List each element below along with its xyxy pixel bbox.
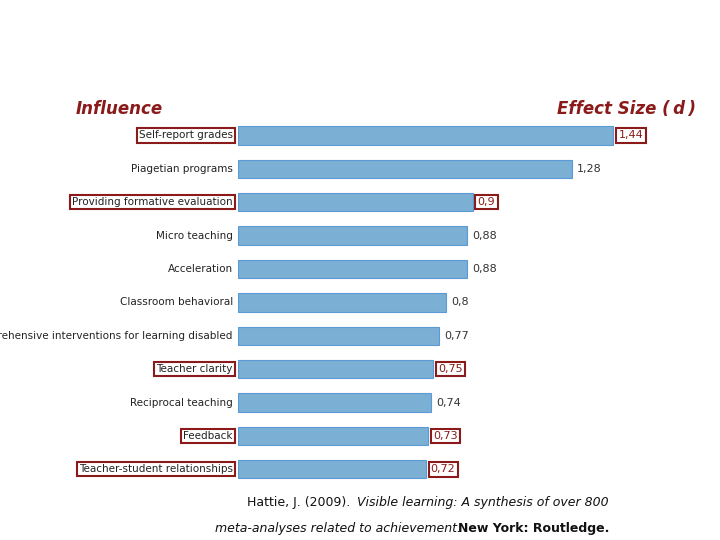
Text: 0,77: 0,77 (444, 331, 469, 341)
Text: Effect Size ( d ): Effect Size ( d ) (557, 100, 696, 118)
Text: Feedback: Feedback (184, 431, 233, 441)
Text: Teacher clarity: Teacher clarity (156, 364, 233, 374)
Text: 1,28: 1,28 (577, 164, 602, 174)
Text: Providing formative evaluation: Providing formative evaluation (72, 197, 233, 207)
Text: 0,73: 0,73 (433, 431, 458, 441)
Bar (238, 427, 428, 445)
Bar (238, 293, 446, 312)
Text: Teacher-student relationships: Teacher-student relationships (79, 464, 233, 474)
Bar (238, 393, 431, 411)
Text: Influences and effect sizes: Influences and effect sizes (186, 23, 645, 51)
Bar (238, 193, 472, 212)
Text: 0,72: 0,72 (431, 464, 456, 474)
Bar (238, 360, 433, 379)
Bar (238, 260, 467, 278)
Text: Influence: Influence (75, 100, 163, 118)
Text: meta-analyses related to achievement.: meta-analyses related to achievement. (215, 522, 461, 535)
Text: New York: Routledge.: New York: Routledge. (458, 522, 609, 535)
Text: Piagetian programs: Piagetian programs (131, 164, 233, 174)
Text: Comprehensive interventions for learning disabled: Comprehensive interventions for learning… (0, 331, 233, 341)
Text: 0,8: 0,8 (451, 298, 469, 307)
Text: Reciprocal teaching: Reciprocal teaching (130, 397, 233, 408)
Text: 0,88: 0,88 (472, 264, 498, 274)
Text: 0,9: 0,9 (478, 197, 495, 207)
Text: related to student achievement: related to student achievement (143, 62, 688, 90)
Text: 1,44: 1,44 (618, 131, 644, 140)
Text: Visible learning: A synthesis of over 800: Visible learning: A synthesis of over 80… (357, 496, 608, 509)
Text: Self-report grades: Self-report grades (139, 131, 233, 140)
Text: 0,74: 0,74 (436, 397, 461, 408)
Text: Micro teaching: Micro teaching (156, 231, 233, 241)
Text: Classroom behavioral: Classroom behavioral (120, 298, 233, 307)
Text: 0,75: 0,75 (438, 364, 463, 374)
Text: Acceleration: Acceleration (168, 264, 233, 274)
Bar (238, 226, 467, 245)
Text: Hattie, J. (2009).: Hattie, J. (2009). (247, 496, 350, 509)
Bar (238, 327, 438, 345)
Bar (238, 460, 426, 478)
Bar (238, 160, 572, 178)
Text: 0,88: 0,88 (472, 231, 498, 241)
Bar (238, 126, 613, 145)
